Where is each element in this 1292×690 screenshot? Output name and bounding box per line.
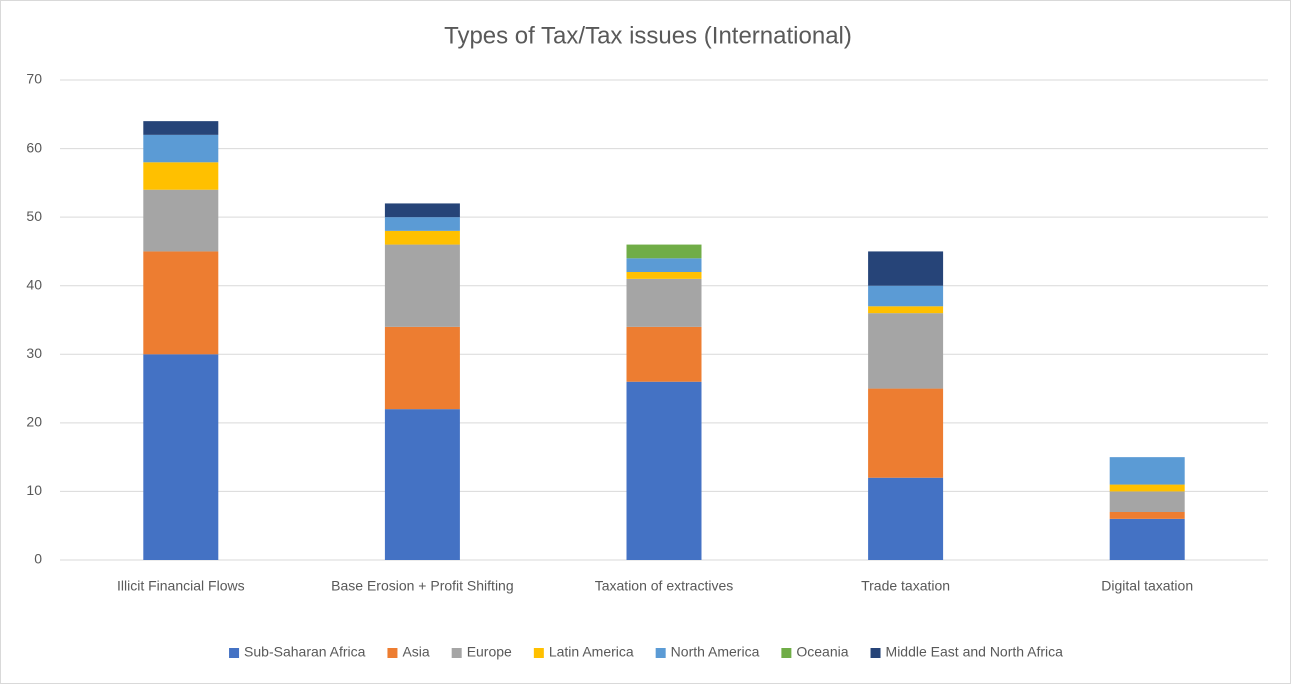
bar-segment bbox=[868, 251, 944, 286]
bar-segment bbox=[143, 354, 219, 560]
y-tick-label: 20 bbox=[26, 414, 42, 430]
y-tick-label: 50 bbox=[26, 208, 42, 224]
y-tick-label: 10 bbox=[26, 482, 42, 498]
legend-item: Sub-Saharan Africa bbox=[229, 644, 366, 660]
x-tick-label: Illicit Financial Flows bbox=[117, 578, 245, 594]
bar-segment bbox=[384, 244, 460, 327]
legend-label: Asia bbox=[402, 644, 429, 660]
legend-swatch bbox=[387, 648, 398, 658]
legend-swatch bbox=[533, 648, 544, 658]
bar-segment bbox=[868, 306, 944, 314]
legend-item: Latin America bbox=[533, 644, 634, 660]
bar-segment bbox=[384, 203, 460, 218]
legend-swatch bbox=[655, 648, 666, 658]
legend-item: Middle East and North Africa bbox=[870, 644, 1064, 660]
legend-item: Europe bbox=[451, 644, 512, 660]
bar-segment bbox=[1109, 457, 1185, 485]
bar-segment bbox=[868, 313, 944, 389]
bar-segment bbox=[626, 326, 702, 382]
x-tick-label: Trade taxation bbox=[861, 578, 950, 594]
bar-segment bbox=[1109, 512, 1185, 519]
y-tick-label: 60 bbox=[26, 139, 42, 155]
bar-segment bbox=[626, 278, 702, 327]
bar-segment bbox=[143, 189, 219, 252]
legend-label: North America bbox=[671, 644, 760, 660]
bar-segment bbox=[143, 251, 219, 355]
legend-swatch bbox=[451, 648, 462, 658]
legend-item: Asia bbox=[387, 644, 430, 660]
bar-segment bbox=[1109, 491, 1185, 512]
legend-item: North America bbox=[655, 644, 760, 660]
y-tick-label: 0 bbox=[34, 551, 42, 567]
y-tick-label: 40 bbox=[26, 276, 42, 292]
chart-title: Types of Tax/Tax issues (International) bbox=[444, 22, 852, 49]
x-tick-label: Taxation of extractives bbox=[595, 578, 734, 594]
legend-label: Sub-Saharan Africa bbox=[244, 644, 366, 660]
bar-segment bbox=[626, 381, 702, 560]
bar-segment bbox=[868, 285, 944, 307]
bar-segment bbox=[384, 326, 460, 410]
bar-segment bbox=[384, 409, 460, 560]
legend-label: Latin America bbox=[549, 644, 634, 660]
legend-swatch bbox=[870, 648, 881, 658]
bar-segment bbox=[1109, 518, 1185, 560]
legend-swatch bbox=[781, 648, 792, 658]
y-tick-label: 70 bbox=[26, 71, 42, 87]
legend-swatch bbox=[229, 648, 240, 658]
y-tick-label: 30 bbox=[26, 345, 42, 361]
legend-label: Europe bbox=[467, 644, 512, 660]
bar-segment bbox=[626, 244, 702, 259]
bar-segment bbox=[626, 258, 702, 272]
bar-segment bbox=[143, 162, 219, 190]
bar-segment bbox=[626, 272, 702, 279]
bar-segment bbox=[143, 121, 219, 135]
bar-segment bbox=[868, 388, 944, 478]
bar-segment bbox=[1109, 484, 1185, 492]
bar-segment bbox=[868, 477, 944, 560]
x-tick-label: Digital taxation bbox=[1101, 578, 1193, 594]
x-tick-label: Base Erosion + Profit Shifting bbox=[331, 578, 514, 594]
legend-label: Middle East and North Africa bbox=[886, 644, 1064, 660]
legend-label: Oceania bbox=[796, 644, 848, 660]
legend-item: Oceania bbox=[781, 644, 849, 660]
bar-segment bbox=[143, 134, 219, 163]
bar-segment bbox=[384, 217, 460, 231]
bar-segment bbox=[384, 230, 460, 245]
